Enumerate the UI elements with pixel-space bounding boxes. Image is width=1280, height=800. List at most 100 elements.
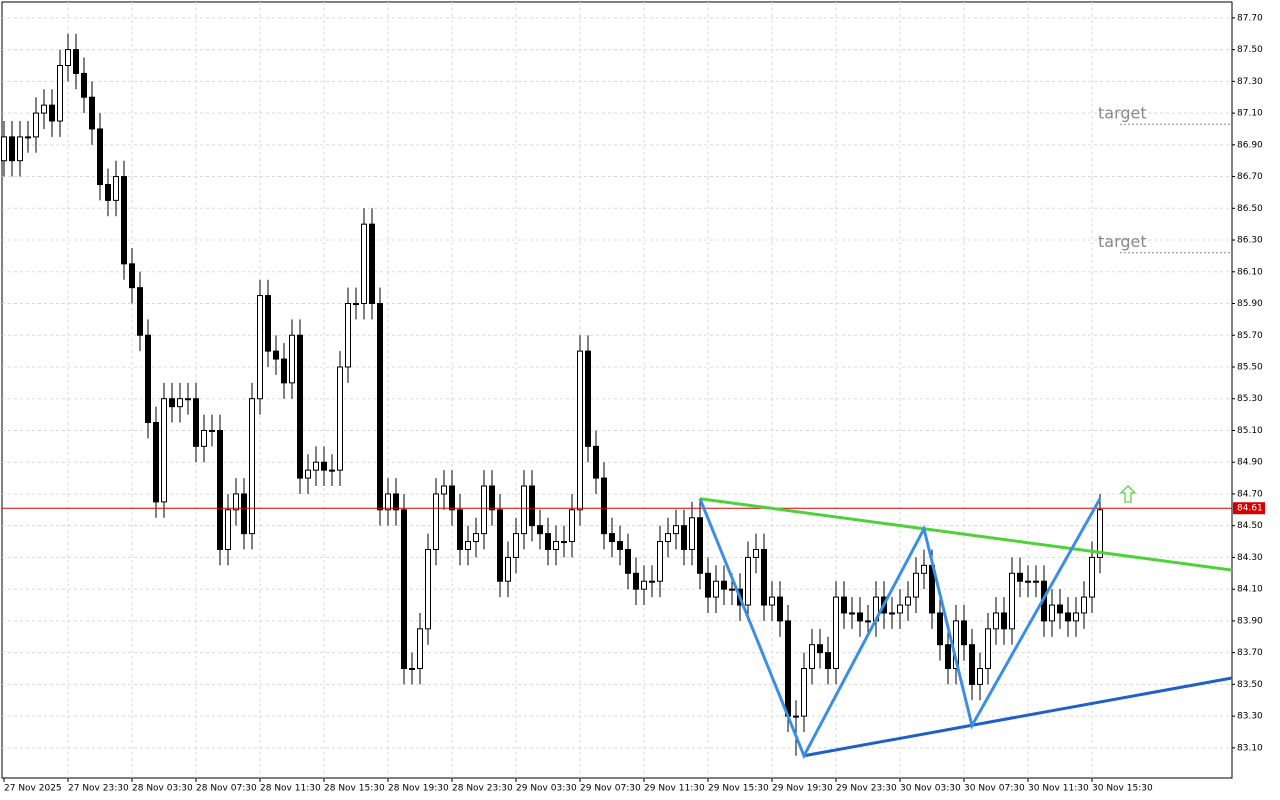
candle-body: [209, 429, 215, 432]
x-tick-label: 27 Nov 23:30: [68, 784, 129, 794]
candle-body: [41, 104, 47, 114]
y-tick-label: 84.70: [1237, 489, 1263, 499]
candle-body: [657, 541, 663, 582]
candle-body: [17, 136, 23, 162]
candle-body: [1017, 572, 1023, 582]
candle-body: [937, 612, 943, 646]
candle-body: [145, 334, 151, 424]
y-tick-label: 86.70: [1237, 172, 1263, 182]
candle-body: [673, 525, 679, 535]
candle-body: [329, 469, 335, 472]
candle-body: [449, 485, 455, 511]
y-tick-label: 84.90: [1237, 458, 1263, 468]
candle-body: [377, 303, 383, 511]
candle-body: [505, 556, 511, 582]
x-tick-label: 27 Nov 2025: [4, 784, 62, 794]
candle-body: [409, 668, 415, 671]
y-tick-label: 86.50: [1237, 204, 1263, 214]
target-label: target: [1098, 232, 1147, 251]
candle-body: [193, 398, 199, 447]
price-label: 84.61: [1237, 504, 1263, 514]
candle-body: [65, 49, 71, 66]
candle-body: [105, 183, 111, 201]
candle-body: [729, 588, 735, 591]
candle-body: [513, 533, 519, 558]
candle-body: [849, 612, 855, 615]
x-tick-label: 28 Nov 03:30: [132, 784, 193, 794]
candle-body: [913, 572, 919, 598]
trendline: [803, 676, 1233, 758]
candle-body: [465, 541, 471, 550]
candle-body: [305, 469, 311, 479]
x-tick-label: 28 Nov 23:30: [452, 784, 513, 794]
x-tick-label: 29 Nov 23:30: [836, 784, 897, 794]
candle-body: [1081, 596, 1087, 614]
candle-body: [345, 303, 351, 368]
candle-body: [969, 644, 975, 685]
candle-body: [217, 429, 223, 550]
candle-body: [785, 620, 791, 717]
candle-body: [681, 525, 687, 550]
candle-body: [585, 350, 591, 447]
candle-body: [633, 572, 639, 590]
candle-body: [73, 49, 79, 74]
candle-body: [761, 548, 767, 606]
candle-body: [617, 541, 623, 550]
candle-body: [1049, 604, 1055, 622]
candle-body: [905, 596, 911, 606]
candle-body: [113, 176, 119, 201]
candle-body: [865, 620, 871, 623]
y-tick-label: 87.70: [1237, 13, 1263, 23]
candle-body: [857, 612, 863, 622]
candle-body: [561, 541, 567, 544]
candle-body: [689, 517, 695, 550]
candle-body: [577, 350, 583, 511]
candle-body: [697, 517, 703, 574]
candle-body: [825, 652, 831, 670]
candle-body: [353, 303, 359, 306]
candle-body: [993, 612, 999, 630]
candle-body: [121, 176, 127, 265]
candle-body: [401, 509, 407, 670]
y-tick-label: 87.10: [1237, 109, 1263, 119]
candle-body: [297, 334, 303, 479]
candle-body: [1009, 572, 1015, 630]
candle-body: [817, 644, 823, 654]
candle-body: [9, 136, 15, 162]
y-tick-label: 87.50: [1237, 45, 1263, 55]
candle-body: [185, 398, 191, 401]
candle-body: [241, 493, 247, 535]
candle-body: [361, 223, 367, 305]
candle-body: [233, 493, 239, 511]
y-tick-label: 86.90: [1237, 140, 1263, 150]
candle-body: [537, 525, 543, 535]
candle-body: [705, 572, 711, 598]
candle-body: [721, 580, 727, 590]
x-tick-label: 28 Nov 19:30: [388, 784, 449, 794]
candle-body: [393, 493, 399, 511]
candle-body: [977, 668, 983, 685]
candle-body: [1097, 509, 1103, 558]
candle-body: [313, 461, 319, 471]
candle-body: [649, 580, 655, 583]
x-tick-label: 28 Nov 07:30: [196, 784, 257, 794]
x-tick-label: 30 Nov 15:30: [1092, 784, 1153, 794]
candle-body: [273, 350, 279, 360]
candle-body: [545, 533, 551, 550]
candle-body: [137, 287, 143, 336]
candle-body: [1089, 556, 1095, 598]
candle-body: [609, 533, 615, 543]
x-tick-label: 29 Nov 07:30: [580, 784, 641, 794]
candle-body: [769, 596, 775, 606]
candle-body: [249, 398, 255, 535]
y-tick-label: 83.90: [1237, 616, 1263, 626]
candle-body: [169, 398, 175, 408]
signal-arrow: [1119, 485, 1137, 503]
y-tick-label: 83.50: [1237, 680, 1263, 690]
candle-body: [441, 485, 447, 495]
candle-body: [1001, 612, 1007, 630]
candle-body: [1065, 612, 1071, 622]
candle-body: [1057, 604, 1063, 614]
